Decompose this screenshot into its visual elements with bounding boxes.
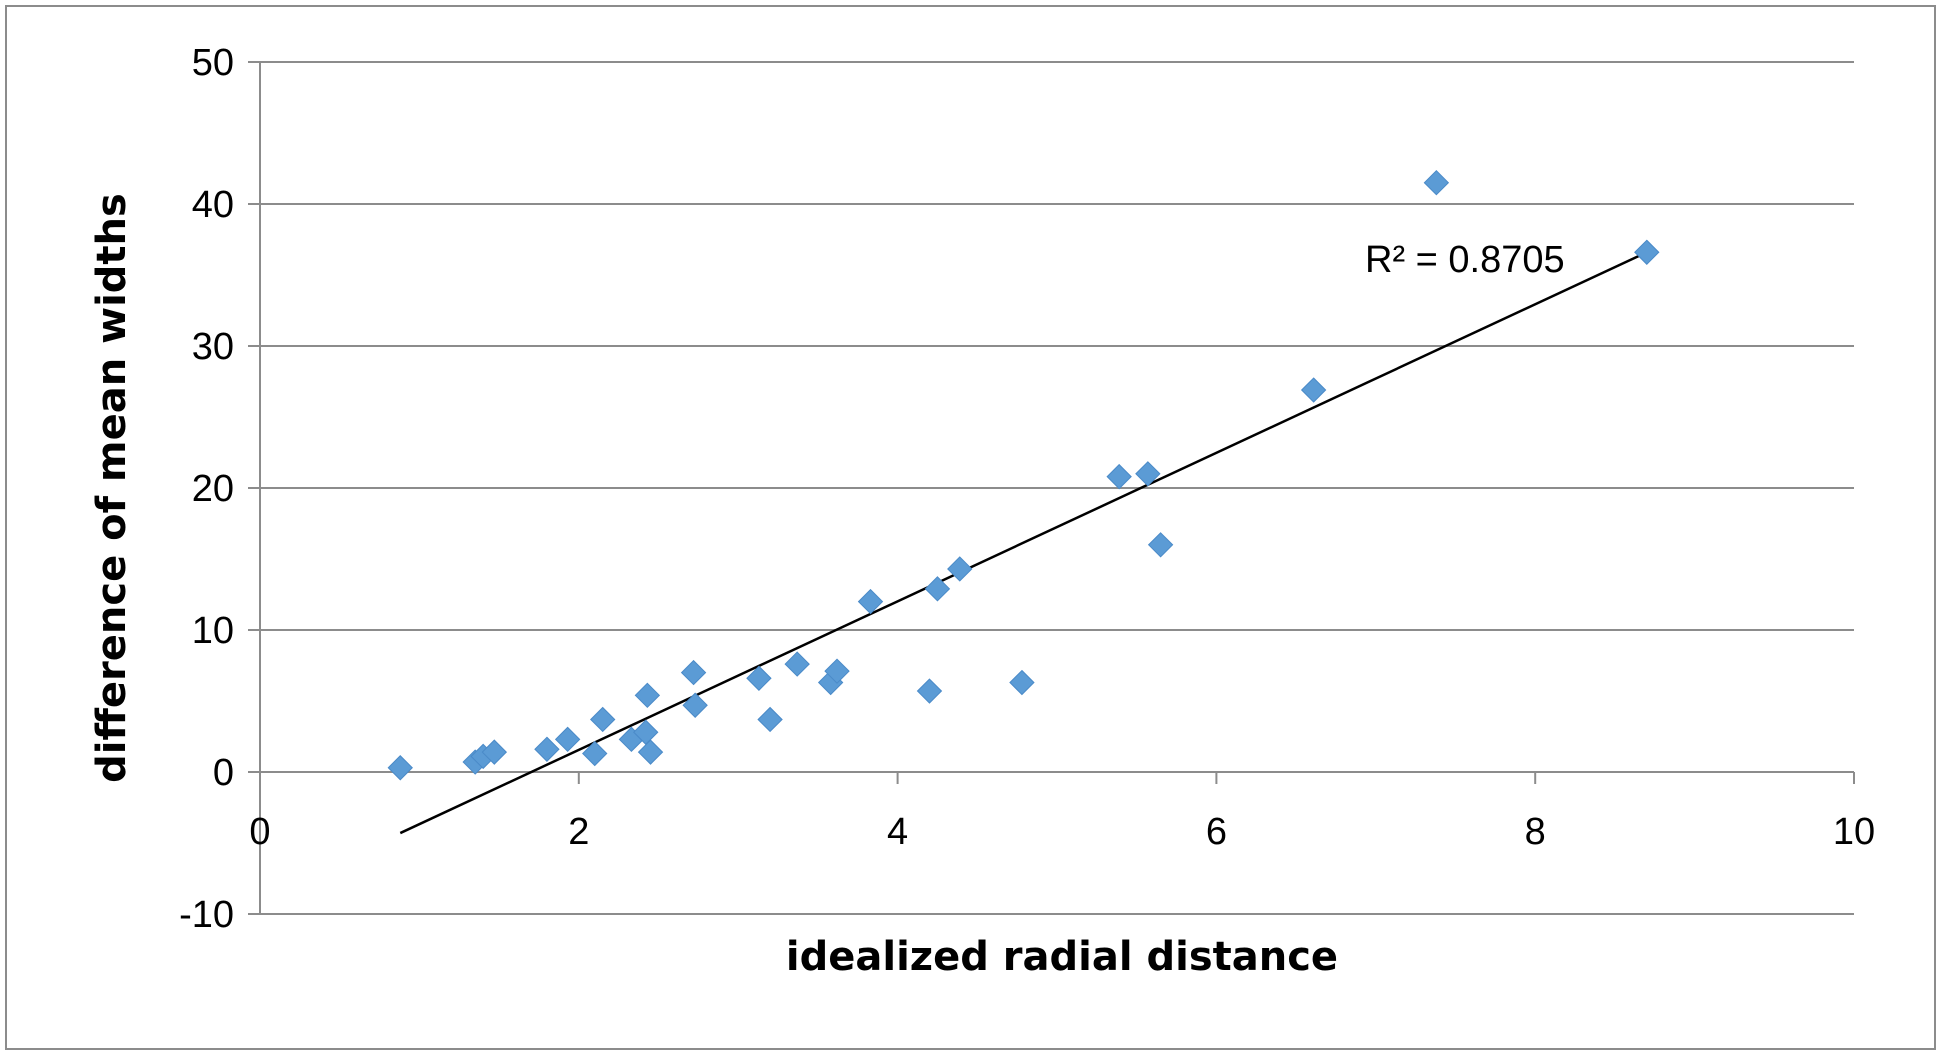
data-point-29 (1634, 239, 1660, 265)
data-point-26 (1147, 532, 1174, 558)
trendline-group (399, 251, 1648, 835)
x-tick-label-2: 4 (887, 811, 908, 853)
data-point-10 (634, 682, 661, 709)
data-point-15 (757, 706, 783, 733)
gridlines (260, 61, 1854, 915)
data-point-27 (1300, 377, 1327, 403)
x-tick-label-1: 2 (568, 811, 589, 853)
y-tick-label-5: 40 (192, 184, 234, 226)
x-tick-label-0: 0 (249, 811, 270, 853)
data-point-16 (784, 651, 810, 677)
y-tick-label-2: 10 (192, 610, 234, 652)
data-point-5 (554, 726, 581, 753)
data-point-4 (534, 736, 560, 762)
y-tick-label-3: 20 (192, 468, 234, 510)
data-point-6 (582, 740, 608, 767)
y-tick-label-4: 30 (192, 326, 234, 368)
data-point-20 (916, 678, 943, 704)
data-point-22 (947, 556, 973, 582)
data-point-19 (857, 588, 884, 615)
data-point-28 (1423, 169, 1450, 196)
y-tick-label-0: -10 (179, 894, 234, 936)
data-point-12 (680, 659, 707, 686)
axes (248, 61, 1855, 915)
y-tick-label-6: 50 (192, 42, 234, 84)
data-point-14 (746, 665, 772, 691)
data-point-21 (924, 576, 951, 602)
data-point-11 (637, 739, 664, 765)
r-squared-label: R² = 0.8705 (1365, 239, 1565, 281)
y-tick-label-1: 0 (213, 752, 234, 794)
x-axis-title: idealized radial distance (786, 934, 1338, 980)
x-tick-label-3: 6 (1206, 811, 1227, 853)
tick-labels: -10 0 10 20 30 40 50 0 2 4 6 8 10 (179, 42, 1875, 936)
data-point-23 (1009, 669, 1035, 696)
x-tick-label-5: 10 (1833, 811, 1875, 853)
x-tick-label-4: 8 (1525, 811, 1546, 853)
data-point-18 (824, 658, 850, 684)
trendline (399, 251, 1648, 835)
y-axis-title: difference of mean widths (89, 193, 135, 783)
chart-border (5, 5, 1936, 1050)
data-point-13 (682, 692, 708, 718)
data-point-3 (481, 739, 508, 765)
data-point-24 (1106, 463, 1132, 490)
data-points (387, 169, 1660, 781)
data-point-7 (590, 706, 616, 733)
data-point-0 (387, 755, 413, 781)
data-point-25 (1135, 461, 1161, 487)
